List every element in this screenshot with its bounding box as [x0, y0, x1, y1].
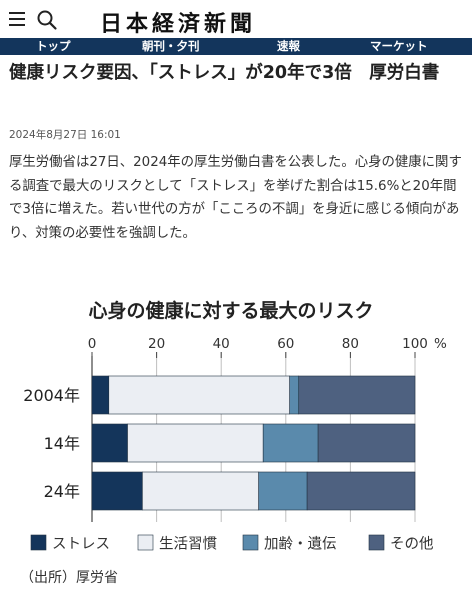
bar-segment: [142, 471, 259, 511]
article-body: 厚生労働省は27日、2024年の厚生労働白書を公表した。心身の健康に関する調査で…: [9, 155, 462, 241]
article-headline: 健康リスク要因、「ストレス」が20年で3倍 厚労白書: [9, 63, 440, 83]
article-timestamp: 2024年8月27日 16:01: [9, 129, 121, 141]
legend-swatch: [242, 534, 259, 551]
x-tick-label: 0: [88, 336, 97, 352]
x-tick-label: 20: [148, 336, 165, 352]
category-label: 24年: [44, 482, 80, 501]
legend-swatch: [368, 534, 385, 551]
chart-source: （出所）厚労省: [20, 570, 118, 586]
bar-segment: [317, 423, 416, 463]
nav-item-market[interactable]: マーケット: [370, 39, 428, 53]
legend-label: 生活習慣: [159, 535, 217, 553]
bar-segment: [306, 471, 416, 511]
bar-segment: [258, 471, 308, 511]
x-tick-label: 80: [342, 336, 359, 352]
legend-swatch: [137, 534, 154, 551]
legend-label: ストレス: [52, 537, 110, 553]
search-icon[interactable]: [36, 9, 58, 31]
bar-segment: [91, 423, 128, 463]
top-header: 日本経済新聞: [0, 0, 472, 38]
bar-segment: [298, 375, 416, 415]
nav-item-breaking-news[interactable]: 速報: [277, 39, 300, 53]
x-axis-unit: %: [434, 336, 447, 352]
bar-segment: [289, 375, 300, 415]
hamburger-menu-icon[interactable]: [9, 12, 25, 26]
bar-segment: [91, 471, 143, 511]
nav-item-top[interactable]: トップ: [36, 39, 71, 53]
nav-item-print-edition[interactable]: 朝刊・夕刊: [142, 39, 200, 53]
bar-segment: [127, 423, 264, 463]
x-tick-label: 40: [213, 336, 230, 352]
legend-label: 加齢・遺伝: [264, 536, 337, 553]
x-tick-label: 60: [277, 336, 294, 352]
legend-label: その他: [390, 536, 434, 553]
x-tick-label: 100: [402, 336, 428, 352]
category-label: 14年: [44, 434, 80, 453]
chart-title: 心身の健康に対する最大のリスク: [88, 299, 373, 322]
bar-segment: [108, 375, 290, 415]
main-nav: トップ 朝刊・夕刊 速報 マーケット: [0, 38, 472, 55]
category-label: 2004年: [23, 386, 80, 405]
site-logo[interactable]: 日本経済新聞: [100, 11, 257, 37]
risk-chart: 心身の健康に対する最大のリスク 0 20 40 60 80 100% 2004年 14年 24…: [20, 299, 447, 586]
legend-swatch: [30, 534, 47, 551]
bar-segment: [91, 375, 110, 415]
bar-segment: [262, 423, 319, 463]
